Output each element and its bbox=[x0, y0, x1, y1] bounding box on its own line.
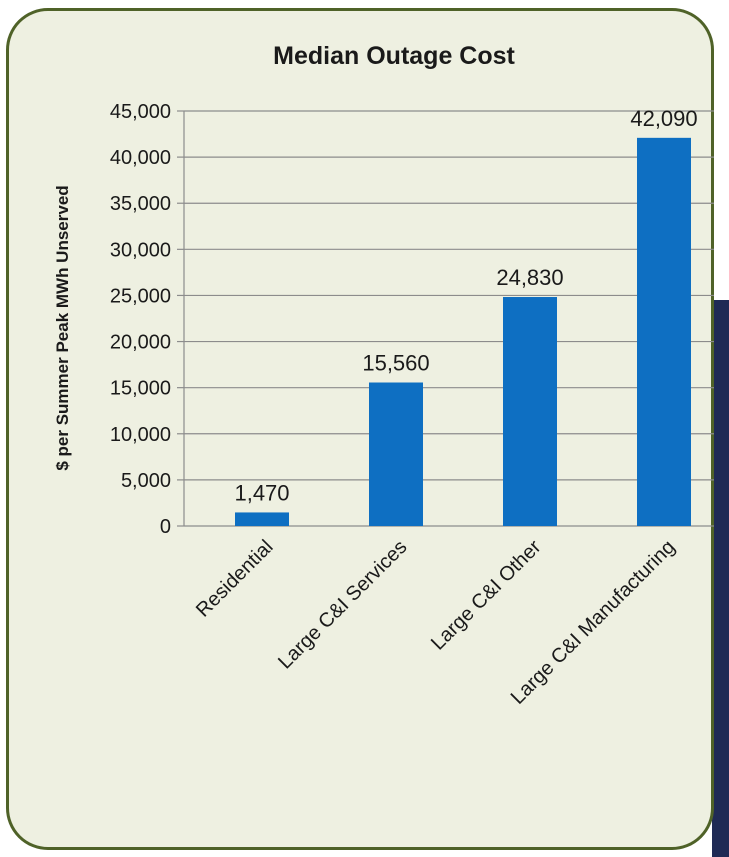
data-labels: 1,470 15,560 24,830 42,090 bbox=[234, 106, 697, 506]
bar bbox=[503, 297, 557, 526]
bar bbox=[369, 382, 423, 526]
y-tick-label: 15,000 bbox=[110, 378, 171, 400]
data-label: 42,090 bbox=[630, 106, 697, 131]
background-panel bbox=[712, 300, 729, 857]
bars bbox=[235, 137, 691, 526]
data-label: 24,830 bbox=[496, 265, 563, 290]
bar bbox=[637, 137, 691, 526]
y-tick-label: 25,000 bbox=[110, 285, 171, 307]
x-category-label: Large C&I Other bbox=[427, 536, 546, 655]
y-tick-label: 40,000 bbox=[110, 147, 171, 169]
y-tick-label: 20,000 bbox=[110, 332, 171, 354]
y-tick-label: 35,000 bbox=[110, 193, 171, 215]
chart-title: Median Outage Cost bbox=[273, 42, 515, 70]
y-tick-label: 5,000 bbox=[121, 470, 171, 492]
bar bbox=[235, 512, 289, 526]
y-axis-label: $ per Summer Peak MWh Unserved bbox=[53, 185, 72, 470]
gridlines bbox=[184, 110, 714, 527]
y-tick-label: 10,000 bbox=[110, 424, 171, 446]
y-tick-label: 0 bbox=[160, 516, 171, 538]
chart-frame bbox=[6, 8, 714, 850]
data-label: 15,560 bbox=[362, 351, 429, 376]
y-axis-ticks: 0 5,000 10,000 15,000 20,000 25,000 30,000 35,0… bbox=[110, 101, 185, 538]
x-category-label: Large C&I Services bbox=[274, 536, 411, 673]
data-label: 1,470 bbox=[234, 480, 289, 505]
y-tick-label: 45,000 bbox=[110, 101, 171, 123]
x-category-label: Residential bbox=[192, 536, 278, 622]
y-tick-label: 30,000 bbox=[110, 239, 171, 261]
background-strip bbox=[716, 70, 729, 300]
